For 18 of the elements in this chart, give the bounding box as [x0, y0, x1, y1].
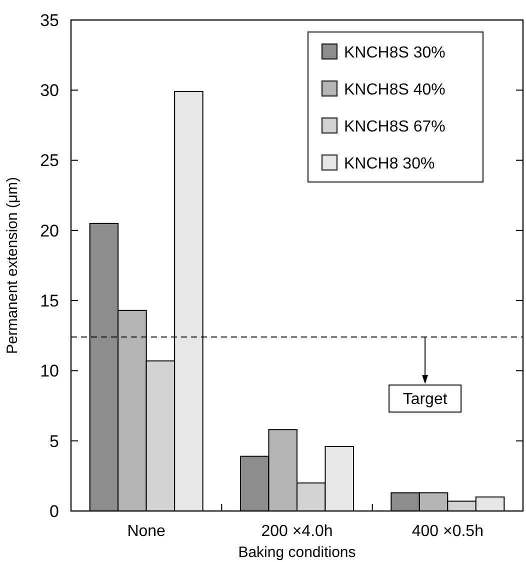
y-tick-label: 5	[50, 432, 59, 451]
y-tick-label: 35	[40, 10, 59, 30]
y-tick-label: 15	[40, 292, 59, 311]
y-tick-label: 25	[40, 151, 59, 170]
y-tick-label: 20	[40, 221, 59, 240]
legend-label: KNCH8S 40%	[344, 82, 446, 99]
legend-label: KNCH8 30%	[344, 156, 435, 173]
y-tick-label: 10	[40, 362, 59, 381]
y-tick-label: 30	[40, 81, 59, 100]
y-axis-title: Permanent extension (μm)	[4, 176, 21, 354]
y-tick-label: 0	[50, 502, 59, 521]
x-tick-label: 400 ×0.5h	[412, 523, 484, 540]
legend-label: KNCH8S 30%	[344, 44, 446, 62]
x-tick-label: 200 ×4.0h	[261, 523, 333, 540]
x-tick-label: None	[127, 523, 166, 540]
x-axis-title: Baking conditions	[238, 544, 356, 561]
ref-line-label: Target	[402, 391, 448, 408]
legend-label: KNCH8S 67%	[344, 118, 446, 136]
